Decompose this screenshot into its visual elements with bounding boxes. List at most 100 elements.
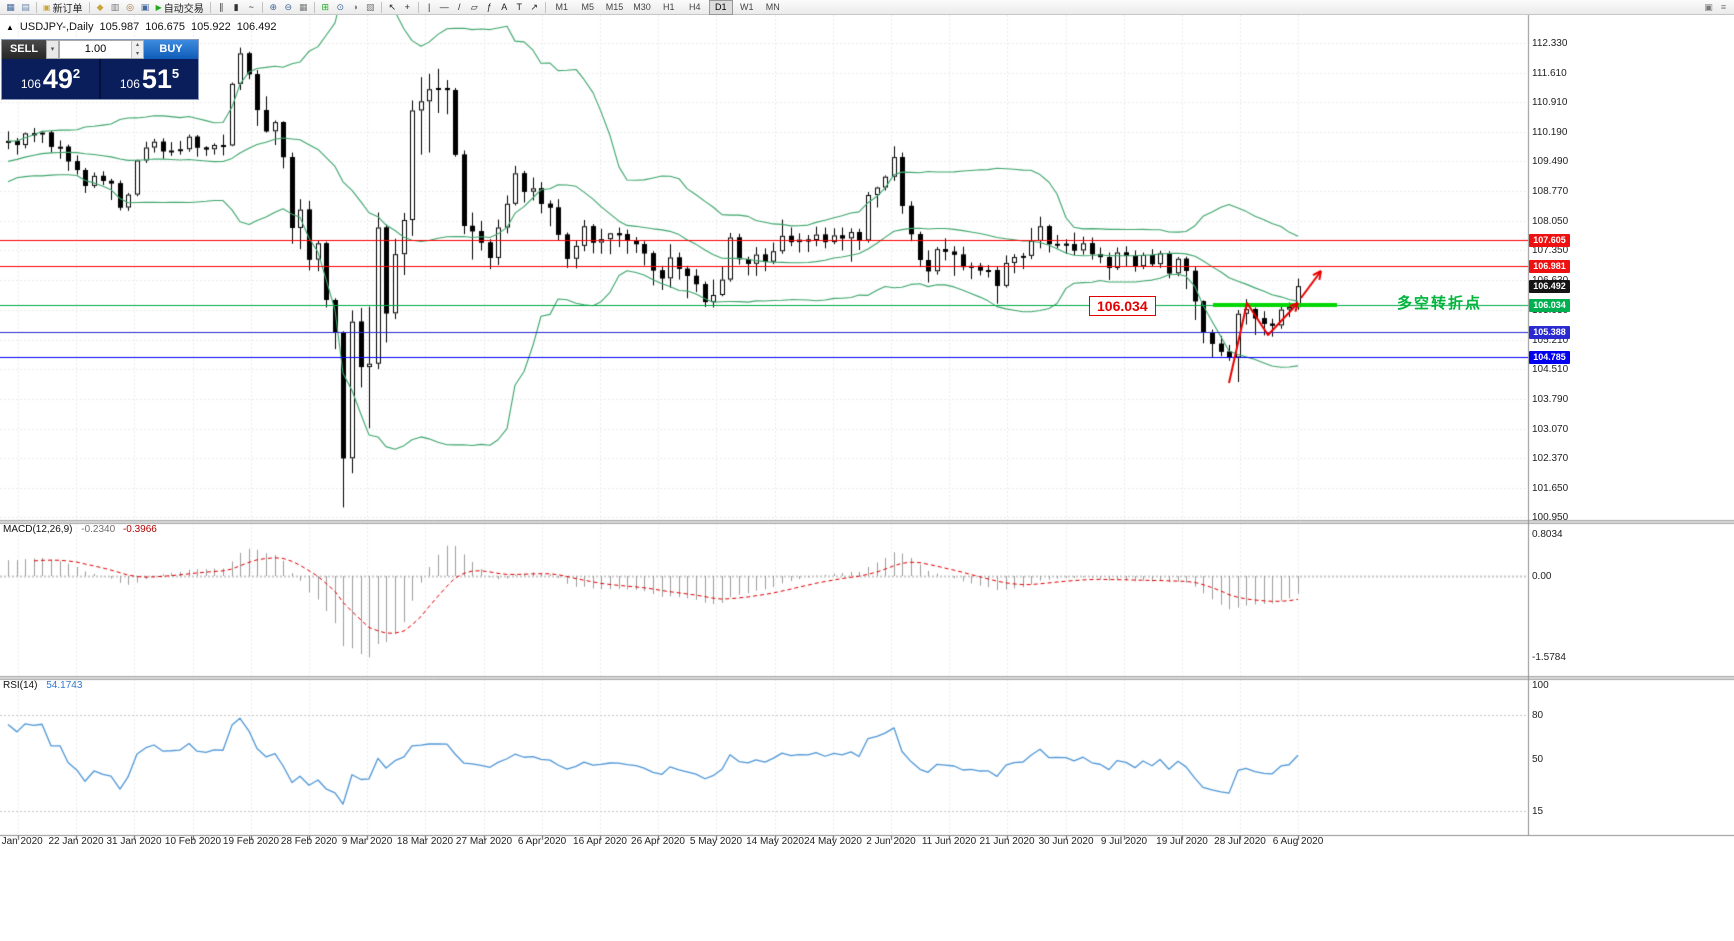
toolbar-separator	[417, 1, 419, 13]
volume-down-icon[interactable]: ▾	[132, 49, 143, 58]
line-chart-icon[interactable]: ~	[248, 1, 254, 12]
new-order-icon: ▣	[43, 2, 51, 12]
sell-price-point: 2	[72, 65, 81, 81]
autotrading-button-label: 自动交易	[163, 3, 204, 15]
macd-axis-label: -1.5784	[1532, 652, 1566, 663]
toolbar-separator	[209, 1, 211, 13]
autotrading-icon: ▶	[155, 2, 162, 12]
turning-point-annotation[interactable]: 多空转折点	[1397, 295, 1483, 312]
macd-name: MACD(12,26,9)	[3, 524, 73, 535]
vertical-line-icon[interactable]: |	[428, 1, 431, 12]
sell-button[interactable]: SELL	[2, 40, 46, 59]
volume-value[interactable]: 1.00	[84, 43, 107, 55]
time-axis-label: 2 Jun 2020	[866, 836, 916, 847]
price-axis-label: 109.490	[1532, 156, 1569, 167]
new-order-button-label: 新订单	[52, 3, 83, 15]
time-axis-label: 30 Jun 2020	[1038, 836, 1094, 847]
macd-indicator-label: MACD(12,26,9) -0.2340 -0.3966	[3, 524, 157, 535]
timeframe-m1[interactable]: M1	[555, 1, 568, 12]
zoom-in-icon[interactable]: ⊕	[269, 1, 277, 12]
timeframe-m30[interactable]: M30	[633, 1, 651, 12]
timeframe-m5[interactable]: M5	[581, 1, 594, 12]
price-axis-label: 108.050	[1532, 216, 1569, 227]
tile-windows-icon[interactable]: ▦	[298, 1, 308, 12]
price-axis-label: 104.510	[1532, 364, 1569, 375]
arrow-objects-icon[interactable]: ↗	[530, 1, 538, 12]
timeframe-mn[interactable]: MN	[765, 1, 780, 12]
time-axis-label: 28 Feb 2020	[280, 836, 338, 847]
profiles-icon[interactable]: ▤	[21, 1, 30, 12]
macd-axis-label: 0.00	[1532, 571, 1552, 582]
cycle-lines-icon[interactable]: ◑	[352, 1, 358, 12]
fibonacci-icon[interactable]: ƒ	[486, 1, 492, 12]
time-axis-label: 9 Mar 2020	[341, 836, 393, 847]
crosshair-icon[interactable]: +	[404, 1, 410, 12]
macd-axis-label: 0.8034	[1532, 529, 1563, 540]
toolbar-separator	[380, 1, 382, 13]
navigator-icon[interactable]: ◎	[126, 1, 134, 12]
volume-input[interactable]: 1.00 ▴ ▾	[59, 40, 144, 59]
new-order-button[interactable]: ▣ 新订单	[40, 0, 86, 15]
zoom-out-icon[interactable]: ⊖	[284, 1, 292, 12]
price-axis-label: 103.790	[1532, 394, 1569, 405]
toolbar-separator	[88, 1, 90, 13]
time-axis-label: 14 May 2020	[746, 836, 804, 847]
market-watch-icon[interactable]: ◆	[96, 1, 104, 12]
candlestick-chart-icon[interactable]: ▮	[233, 1, 239, 12]
price-axis-label: 111.610	[1532, 68, 1567, 79]
timeframe-h1[interactable]: H1	[662, 1, 675, 12]
price-axis-label: 103.070	[1532, 424, 1569, 435]
time-axis-label: 21 Jun 2020	[979, 836, 1035, 847]
terminal-icon[interactable]: ▣	[140, 1, 150, 12]
rsi-axis-label: 50	[1532, 754, 1544, 765]
horizontal-line-icon[interactable]: —	[439, 1, 449, 12]
rsi-axis-label: 15	[1532, 806, 1544, 817]
ohlc-low: 105.922	[191, 21, 231, 33]
trendline-icon[interactable]: /	[457, 1, 461, 12]
chart-canvas[interactable]	[0, 15, 1734, 850]
support-line-tag-1: 105.388	[1529, 326, 1570, 339]
buy-price[interactable]: 106 51 5	[101, 59, 198, 99]
window-layout-icon[interactable]: ▣	[1704, 1, 1713, 12]
chart-title: ▲ USDJPY-,Daily 105.987 106.675 105.922 …	[6, 21, 277, 33]
timeframe-m15[interactable]: M15	[605, 1, 624, 12]
time-axis-label: 11 Jun 2020	[921, 836, 977, 847]
time-axis-label: 6 Apr 2020	[517, 836, 567, 847]
price-axis-label: 101.650	[1532, 483, 1569, 494]
text-icon[interactable]: A	[501, 1, 508, 12]
resistance-line-tag-2: 106.981	[1529, 260, 1570, 273]
volume-up-icon[interactable]: ▴	[132, 41, 143, 50]
cursor-icon[interactable]: ↖	[388, 1, 396, 12]
price-axis-label: 110.190	[1532, 127, 1568, 138]
volume-dropdown-icon[interactable]: ▾	[46, 40, 59, 59]
menu-icon[interactable]: ≡	[1720, 1, 1727, 12]
add-indicator-icon[interactable]: ⊞	[321, 1, 329, 12]
price-callout-label[interactable]: 106.034	[1089, 296, 1156, 316]
timeframe-w1[interactable]: W1	[740, 1, 754, 12]
time-axis-label: 22 Jan 2020	[48, 836, 104, 847]
buy-price-point: 5	[171, 65, 180, 81]
period-icon[interactable]: ⊙	[336, 1, 344, 12]
pivot-line-tag: 106.034	[1529, 299, 1570, 312]
current-price-tag: 106.492	[1529, 280, 1570, 293]
text-label-icon[interactable]: T	[516, 1, 522, 12]
timeframe-d1[interactable]: D1	[708, 0, 733, 15]
time-axis-label: 18 Mar 2020	[396, 836, 454, 847]
timeframe-h4[interactable]: H4	[688, 1, 701, 12]
sell-price[interactable]: 106 49 2	[2, 59, 101, 99]
new-chart-icon[interactable]: ▦	[6, 1, 15, 12]
volume-stepper[interactable]: ▴ ▾	[131, 41, 143, 58]
data-window-icon[interactable]: ▥	[110, 1, 120, 12]
time-axis-label: 19 Feb 2020	[222, 836, 280, 847]
toolbar-separator	[313, 1, 315, 13]
buy-button[interactable]: BUY	[144, 40, 198, 59]
autotrading-button[interactable]: ▶ 自动交易	[153, 0, 207, 15]
template-icon[interactable]: ▧	[365, 1, 375, 12]
time-axis-label: 31 Jan 2020	[106, 836, 162, 847]
time-axis-label: 6 Aug 2020	[1272, 836, 1324, 847]
rsi-indicator-label: RSI(14) 54.1743	[3, 680, 82, 691]
bar-chart-icon[interactable]: ∥	[218, 1, 224, 12]
macd-main-value: -0.2340	[81, 524, 116, 535]
equidistant-channel-icon[interactable]: ▱	[470, 1, 478, 12]
